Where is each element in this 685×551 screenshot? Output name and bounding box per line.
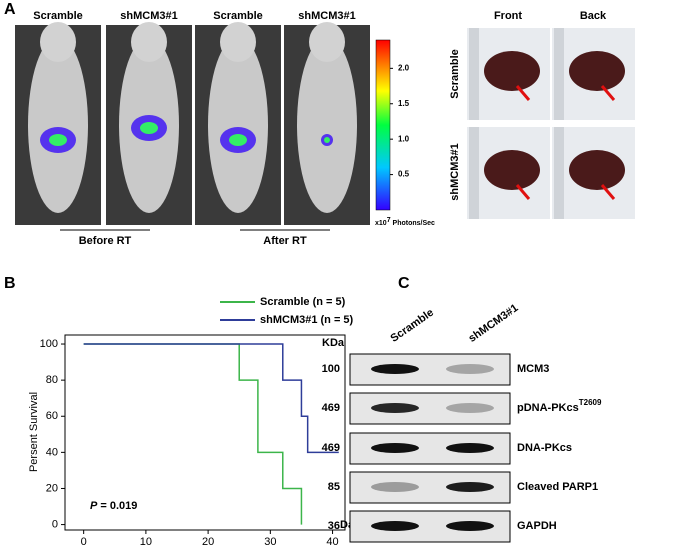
band — [371, 521, 419, 531]
y-tick-label: 40 — [46, 446, 58, 458]
mouse-head — [40, 22, 76, 62]
kda-value: 100 — [322, 363, 340, 375]
band — [371, 482, 419, 492]
signal-core — [49, 134, 67, 146]
band — [446, 403, 494, 413]
colorbar-tick-label: 2.0 — [398, 63, 410, 72]
panel-letter: B — [4, 275, 16, 292]
protein-name: GAPDH — [517, 520, 557, 532]
y-tick-label: 80 — [46, 374, 58, 386]
survival-line — [83, 343, 339, 454]
panel-letter: A — [4, 1, 16, 18]
signal-core — [140, 122, 158, 134]
liver — [484, 150, 540, 190]
western-blot: 100 MCM3 469 pDNA-PKcsT2609 469 DNA-PKcs 85 Cle… — [322, 353, 602, 543]
ruler — [554, 28, 564, 120]
group-label: After RT — [263, 235, 307, 247]
protein-name: Cleaved PARP1 — [517, 481, 598, 493]
mouse-head — [220, 22, 256, 62]
x-tick-label: 30 — [264, 536, 276, 548]
mouse-body — [28, 37, 88, 213]
protein-label: GAPDH — [517, 520, 557, 532]
liver — [569, 51, 625, 91]
colorbar-unit: x107 Photons/Sec — [375, 217, 435, 227]
legend-label: shMCM3#1 (n = 5) — [260, 314, 354, 326]
plot-frame — [64, 334, 346, 531]
lane-label: Scramble — [389, 307, 436, 345]
arrow — [600, 85, 616, 101]
signal-core — [229, 134, 247, 146]
protein-name: MCM3 — [517, 363, 549, 375]
colorbar-tick-label: 1.5 — [398, 99, 410, 108]
legend-label: Scramble (n = 5) — [260, 296, 346, 308]
x-tick-label: 0 — [81, 536, 87, 548]
group-label: Before RT — [79, 235, 132, 247]
survival-chart: 0 10 20 30 40 0 20 40 60 80 100 — [40, 334, 346, 548]
mouse-head — [309, 22, 345, 62]
mouse-body — [208, 37, 268, 213]
column-label: Front — [494, 10, 522, 22]
p-value: P = 0.019 — [90, 500, 137, 512]
band — [446, 482, 494, 492]
mouse-label: Scramble — [33, 10, 83, 22]
band — [446, 364, 494, 374]
kda-value: 36 — [328, 520, 340, 532]
ruler — [469, 127, 479, 219]
band — [446, 521, 494, 531]
liver — [569, 150, 625, 190]
row-label: shMCM3#1 — [449, 143, 461, 200]
signal-core — [324, 137, 330, 143]
mouse-head — [131, 22, 167, 62]
protein-label: MCM3 — [517, 363, 549, 375]
y-axis-label: Persent Survival — [28, 392, 40, 472]
band — [371, 443, 419, 453]
survival-line — [83, 343, 303, 525]
y-tick-label: 0 — [52, 518, 58, 530]
protein-site: T2609 — [579, 398, 602, 407]
arrow — [515, 85, 531, 101]
kda-label: KDa — [322, 337, 345, 349]
colorbar — [375, 39, 391, 211]
lane-label: shMCM3#1 — [467, 302, 521, 345]
liver-photos — [467, 28, 635, 219]
protein-label: DNA-PKcs — [517, 442, 572, 454]
protein-name: DNA-PKcs — [517, 442, 572, 454]
mouse-label: shMCM3#1 — [120, 10, 177, 22]
ruler — [554, 127, 564, 219]
x-tick-label: 10 — [140, 536, 152, 548]
protein-name: pDNA-PKcs — [517, 402, 579, 414]
liver — [484, 51, 540, 91]
mouse-label: Scramble — [213, 10, 263, 22]
mouse-body — [297, 37, 357, 213]
x-tick-label: 40 — [326, 536, 338, 548]
mouse-images: Scramble shMCM3#1 Scramble shMCM3#1 — [15, 10, 370, 225]
kda-value: 85 — [328, 481, 340, 493]
protein-label: Cleaved PARP1 — [517, 481, 598, 493]
mouse-label: shMCM3#1 — [298, 10, 355, 22]
arrow — [600, 184, 616, 200]
kda-value: 469 — [322, 442, 340, 454]
protein-label: pDNA-PKcsT2609 — [517, 398, 602, 414]
band — [371, 403, 419, 413]
band — [446, 443, 494, 453]
ruler — [469, 28, 479, 120]
y-tick-label: 20 — [46, 482, 58, 494]
band — [371, 364, 419, 374]
panel-letter: C — [398, 275, 410, 292]
y-tick-label: 100 — [40, 338, 58, 350]
x-tick-label: 20 — [202, 536, 214, 548]
kda-value: 469 — [322, 402, 340, 414]
column-label: Back — [580, 10, 607, 22]
arrow — [515, 184, 531, 200]
row-label: Scramble — [449, 49, 461, 99]
colorbar-tick-label: 0.5 — [398, 170, 410, 179]
colorbar-tick-label: 1.0 — [398, 134, 410, 143]
y-tick-label: 60 — [46, 410, 58, 422]
